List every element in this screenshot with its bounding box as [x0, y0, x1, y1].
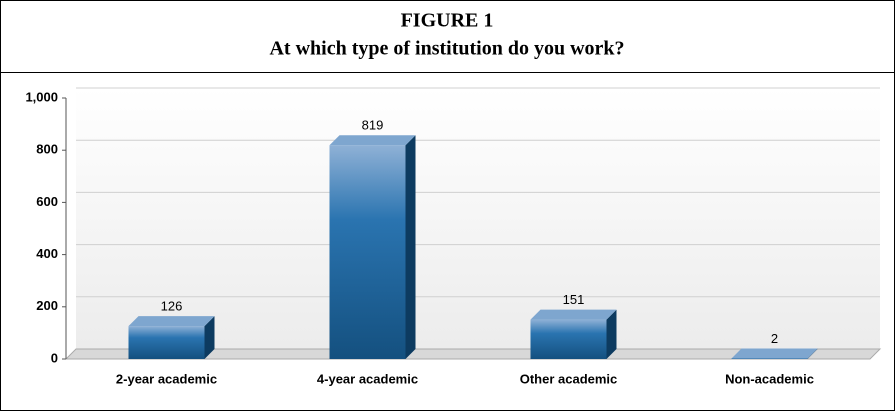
y-tick-label: 400: [36, 246, 58, 261]
value-label: 126: [161, 299, 183, 314]
bar: [731, 358, 808, 359]
bar-side: [405, 135, 416, 359]
y-tick-label: 200: [36, 298, 58, 313]
bar: [530, 319, 607, 359]
value-label: 819: [362, 118, 384, 133]
y-tick-label: 600: [36, 194, 58, 209]
x-tick-label: Non-academic: [725, 371, 814, 386]
bar-side: [606, 309, 617, 359]
bar-top: [530, 309, 617, 320]
x-tick-label: Other academic: [520, 371, 618, 386]
y-tick-label: 1,000: [25, 89, 58, 104]
y-tick-label: 0: [51, 350, 58, 365]
bar: [329, 145, 406, 359]
bar-top: [731, 348, 818, 359]
x-tick-label: 4-year academic: [317, 371, 418, 386]
bar-top: [128, 316, 215, 327]
value-label: 2: [771, 331, 778, 346]
chart-subtitle: At which type of institution do you work…: [269, 38, 624, 60]
bar-side: [204, 316, 215, 359]
bar-side: [807, 348, 818, 359]
y-tick-label: 800: [36, 142, 58, 157]
x-tick-label: 2-year academic: [116, 371, 217, 386]
value-label: 151: [563, 292, 585, 307]
chart-title: FIGURE 1: [401, 10, 494, 32]
bar-top: [329, 135, 416, 146]
plot-background: [76, 88, 880, 349]
bar: [128, 326, 205, 359]
